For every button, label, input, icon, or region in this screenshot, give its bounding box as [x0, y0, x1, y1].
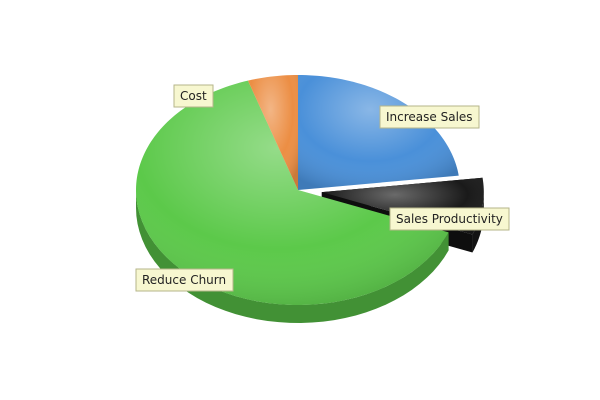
slice-highlight [136, 80, 449, 305]
pie-labels: Increase Sales Sales Productivity Reduce C… [135, 84, 510, 292]
slice-label-text: Sales Productivity [396, 212, 503, 226]
slice-label-box [135, 268, 234, 292]
slice-side-sales-productivity [472, 192, 484, 253]
slice-label-box [173, 84, 214, 108]
slice-increase-sales[interactable] [298, 75, 459, 190]
slice-label-box [379, 105, 480, 129]
slice-label-reduce-churn: Reduce Churn [135, 268, 234, 292]
slice-highlight [247, 75, 298, 190]
slice-label-text: Increase Sales [386, 110, 473, 124]
slice-reduce-churn[interactable] [136, 80, 449, 305]
slice-label-text: Cost [180, 89, 207, 103]
slice-highlight [298, 75, 459, 190]
slice-label-cost: Cost [173, 84, 214, 108]
slice-label-increase-sales: Increase Sales [379, 105, 480, 129]
slice-cost[interactable] [247, 75, 298, 190]
slice-label-sales-productivity: Sales Productivity [389, 207, 510, 231]
slice-label-box [389, 207, 510, 231]
slice-label-text: Reduce Churn [142, 273, 226, 287]
pie-tops [136, 75, 484, 305]
